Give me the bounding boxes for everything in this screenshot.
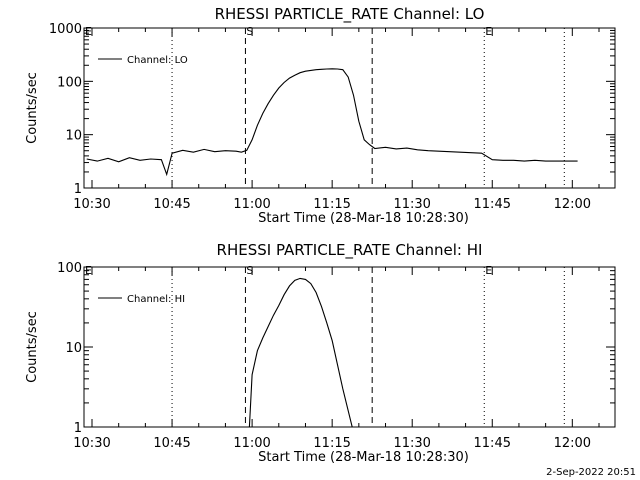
y-tick-label: 1 (74, 421, 82, 436)
y-tick-label: 100 (57, 261, 82, 276)
chart-title: RHESSI PARTICLE_RATE Channel: LO (215, 5, 485, 24)
lo-channel-panel: RHESSI PARTICLE_RATE Channel: LOE S E10:30… (25, 5, 616, 226)
marker-label: E (485, 25, 492, 38)
x-axis-label: Start Time (28-Mar-18 10:28:30) (258, 211, 469, 226)
marker-label: S (246, 25, 253, 38)
y-axis-label: Counts/sec (25, 311, 40, 383)
x-tick-label: 12:00 (554, 436, 591, 451)
y-tick-label: 100 (57, 75, 82, 90)
x-tick-label: 11:15 (313, 436, 350, 451)
plot-frame (83, 27, 616, 189)
y-axis-label: Counts/sec (25, 72, 40, 144)
x-tick-label: 11:00 (233, 436, 270, 451)
marker-label: E (485, 264, 492, 277)
plot-frame (83, 266, 616, 428)
y-tick-label: 1000 (49, 22, 82, 37)
legend-label: Channel: HI (127, 294, 185, 305)
x-tick-label: 10:30 (73, 436, 110, 451)
x-tick-label: 10:45 (153, 197, 190, 212)
x-tick-label: 11:45 (474, 436, 511, 451)
x-tick-label: 11:45 (474, 197, 511, 212)
x-tick-label: 11:00 (233, 197, 270, 212)
legend-label: Channel: LO (127, 55, 188, 66)
hi-channel-panel: RHESSI PARTICLE_RATE Channel: HIE S E10:30… (25, 241, 616, 465)
x-tick-label: 11:30 (393, 197, 430, 212)
series-line (86, 68, 578, 177)
x-tick-label: 10:30 (73, 197, 110, 212)
footer-timestamp: 2-Sep-2022 20:51 (546, 467, 636, 478)
y-tick-label: 10 (65, 129, 82, 144)
series-line (248, 277, 353, 428)
x-tick-label: 11:15 (313, 197, 350, 212)
x-tick-label: 11:30 (393, 436, 430, 451)
x-tick-label: 12:00 (554, 197, 591, 212)
marker-label: S (246, 264, 253, 277)
x-tick-label: 10:45 (153, 436, 190, 451)
marker-label: E (85, 25, 92, 38)
y-tick-label: 1 (74, 182, 82, 197)
x-axis-label: Start Time (28-Mar-18 10:28:30) (258, 450, 469, 465)
y-tick-label: 10 (65, 341, 82, 356)
chart-title: RHESSI PARTICLE_RATE Channel: HI (217, 241, 483, 260)
